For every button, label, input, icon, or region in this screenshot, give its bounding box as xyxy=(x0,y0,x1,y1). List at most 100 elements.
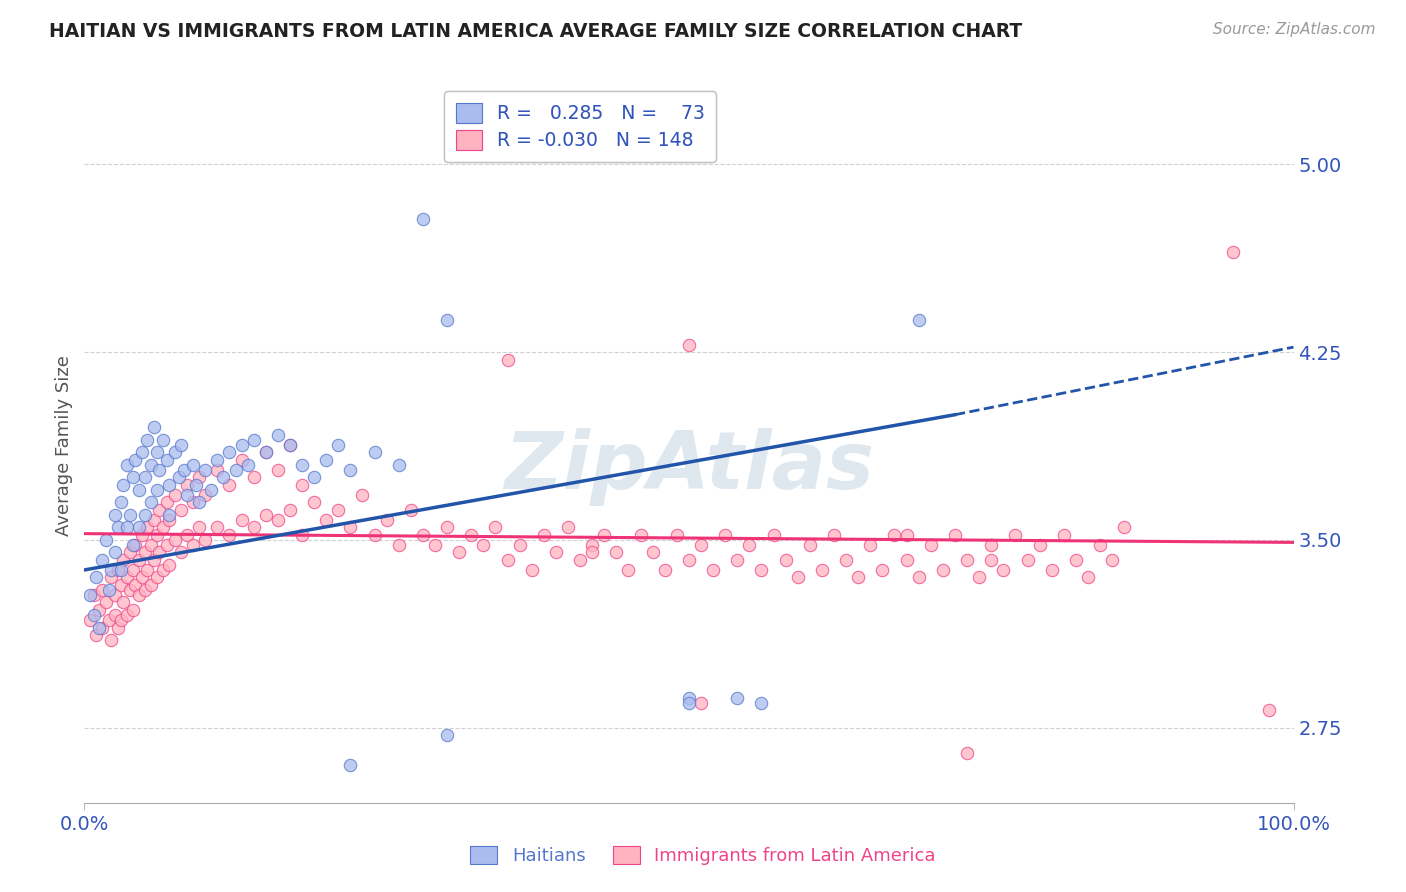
Point xyxy=(302,495,325,509)
Point xyxy=(302,470,325,484)
Point xyxy=(943,528,966,542)
Point xyxy=(799,538,821,552)
Point xyxy=(872,563,894,577)
Point xyxy=(581,545,603,559)
Point xyxy=(1222,244,1244,259)
Point xyxy=(146,570,169,584)
Point xyxy=(184,478,207,492)
Point xyxy=(121,563,143,577)
Point xyxy=(665,528,688,542)
Point xyxy=(152,563,174,577)
Point xyxy=(315,513,337,527)
Point xyxy=(388,538,411,552)
Point xyxy=(278,438,301,452)
Point xyxy=(896,553,918,567)
Y-axis label: Average Family Size: Average Family Size xyxy=(55,356,73,536)
Point xyxy=(86,570,108,584)
Point xyxy=(967,570,990,584)
Point xyxy=(291,458,314,472)
Point xyxy=(352,488,374,502)
Point xyxy=(79,588,101,602)
Point xyxy=(112,553,135,567)
Point xyxy=(121,538,143,552)
Point xyxy=(155,495,177,509)
Point xyxy=(91,553,114,567)
Point xyxy=(436,728,458,742)
Point xyxy=(690,696,713,710)
Point xyxy=(107,520,129,534)
Point xyxy=(449,545,471,559)
Point xyxy=(339,463,361,477)
Point xyxy=(236,458,259,472)
Point xyxy=(423,538,446,552)
Point xyxy=(738,538,761,552)
Point xyxy=(181,458,204,472)
Point xyxy=(496,352,519,367)
Point xyxy=(157,558,180,572)
Point xyxy=(231,438,253,452)
Point xyxy=(124,538,146,552)
Point xyxy=(436,520,458,534)
Point xyxy=(375,513,398,527)
Point xyxy=(225,463,247,477)
Point xyxy=(714,528,737,542)
Point xyxy=(157,478,180,492)
Point xyxy=(328,503,350,517)
Point xyxy=(146,445,169,459)
Point xyxy=(165,533,187,547)
Point xyxy=(823,528,845,542)
Point xyxy=(131,528,153,542)
Point xyxy=(131,445,153,459)
Point xyxy=(1028,538,1050,552)
Point xyxy=(267,513,290,527)
Point xyxy=(460,528,482,542)
Point xyxy=(124,578,146,592)
Point xyxy=(231,452,253,467)
Point xyxy=(267,427,290,442)
Point xyxy=(124,452,146,467)
Point xyxy=(581,538,603,552)
Legend: R =   0.285   N =    73, R = -0.030   N = 148: R = 0.285 N = 73, R = -0.030 N = 148 xyxy=(444,92,716,161)
Point xyxy=(678,696,700,710)
Point xyxy=(1258,703,1281,717)
Point xyxy=(932,563,955,577)
Point xyxy=(167,470,190,484)
Point xyxy=(100,633,122,648)
Point xyxy=(128,553,150,567)
Point xyxy=(143,420,166,434)
Point xyxy=(165,488,187,502)
Point xyxy=(148,503,170,517)
Point xyxy=(188,520,211,534)
Point xyxy=(1101,553,1123,567)
Point xyxy=(725,690,748,705)
Point xyxy=(678,690,700,705)
Point xyxy=(605,545,627,559)
Point xyxy=(110,495,132,509)
Point xyxy=(157,508,180,522)
Point xyxy=(1077,570,1099,584)
Text: Source: ZipAtlas.com: Source: ZipAtlas.com xyxy=(1212,22,1375,37)
Point xyxy=(412,528,434,542)
Point xyxy=(1114,520,1136,534)
Point xyxy=(956,746,979,760)
Point xyxy=(811,563,834,577)
Point xyxy=(254,445,277,459)
Point xyxy=(155,452,177,467)
Point xyxy=(139,578,162,592)
Point xyxy=(120,582,142,597)
Point xyxy=(883,528,905,542)
Point xyxy=(104,588,127,602)
Point xyxy=(231,513,253,527)
Point xyxy=(509,538,531,552)
Point xyxy=(654,563,676,577)
Point xyxy=(152,433,174,447)
Point xyxy=(569,553,592,567)
Point xyxy=(128,483,150,497)
Point xyxy=(520,563,543,577)
Point xyxy=(157,513,180,527)
Point xyxy=(120,508,142,522)
Point xyxy=(218,528,240,542)
Point xyxy=(181,538,204,552)
Point xyxy=(980,538,1002,552)
Point xyxy=(136,520,159,534)
